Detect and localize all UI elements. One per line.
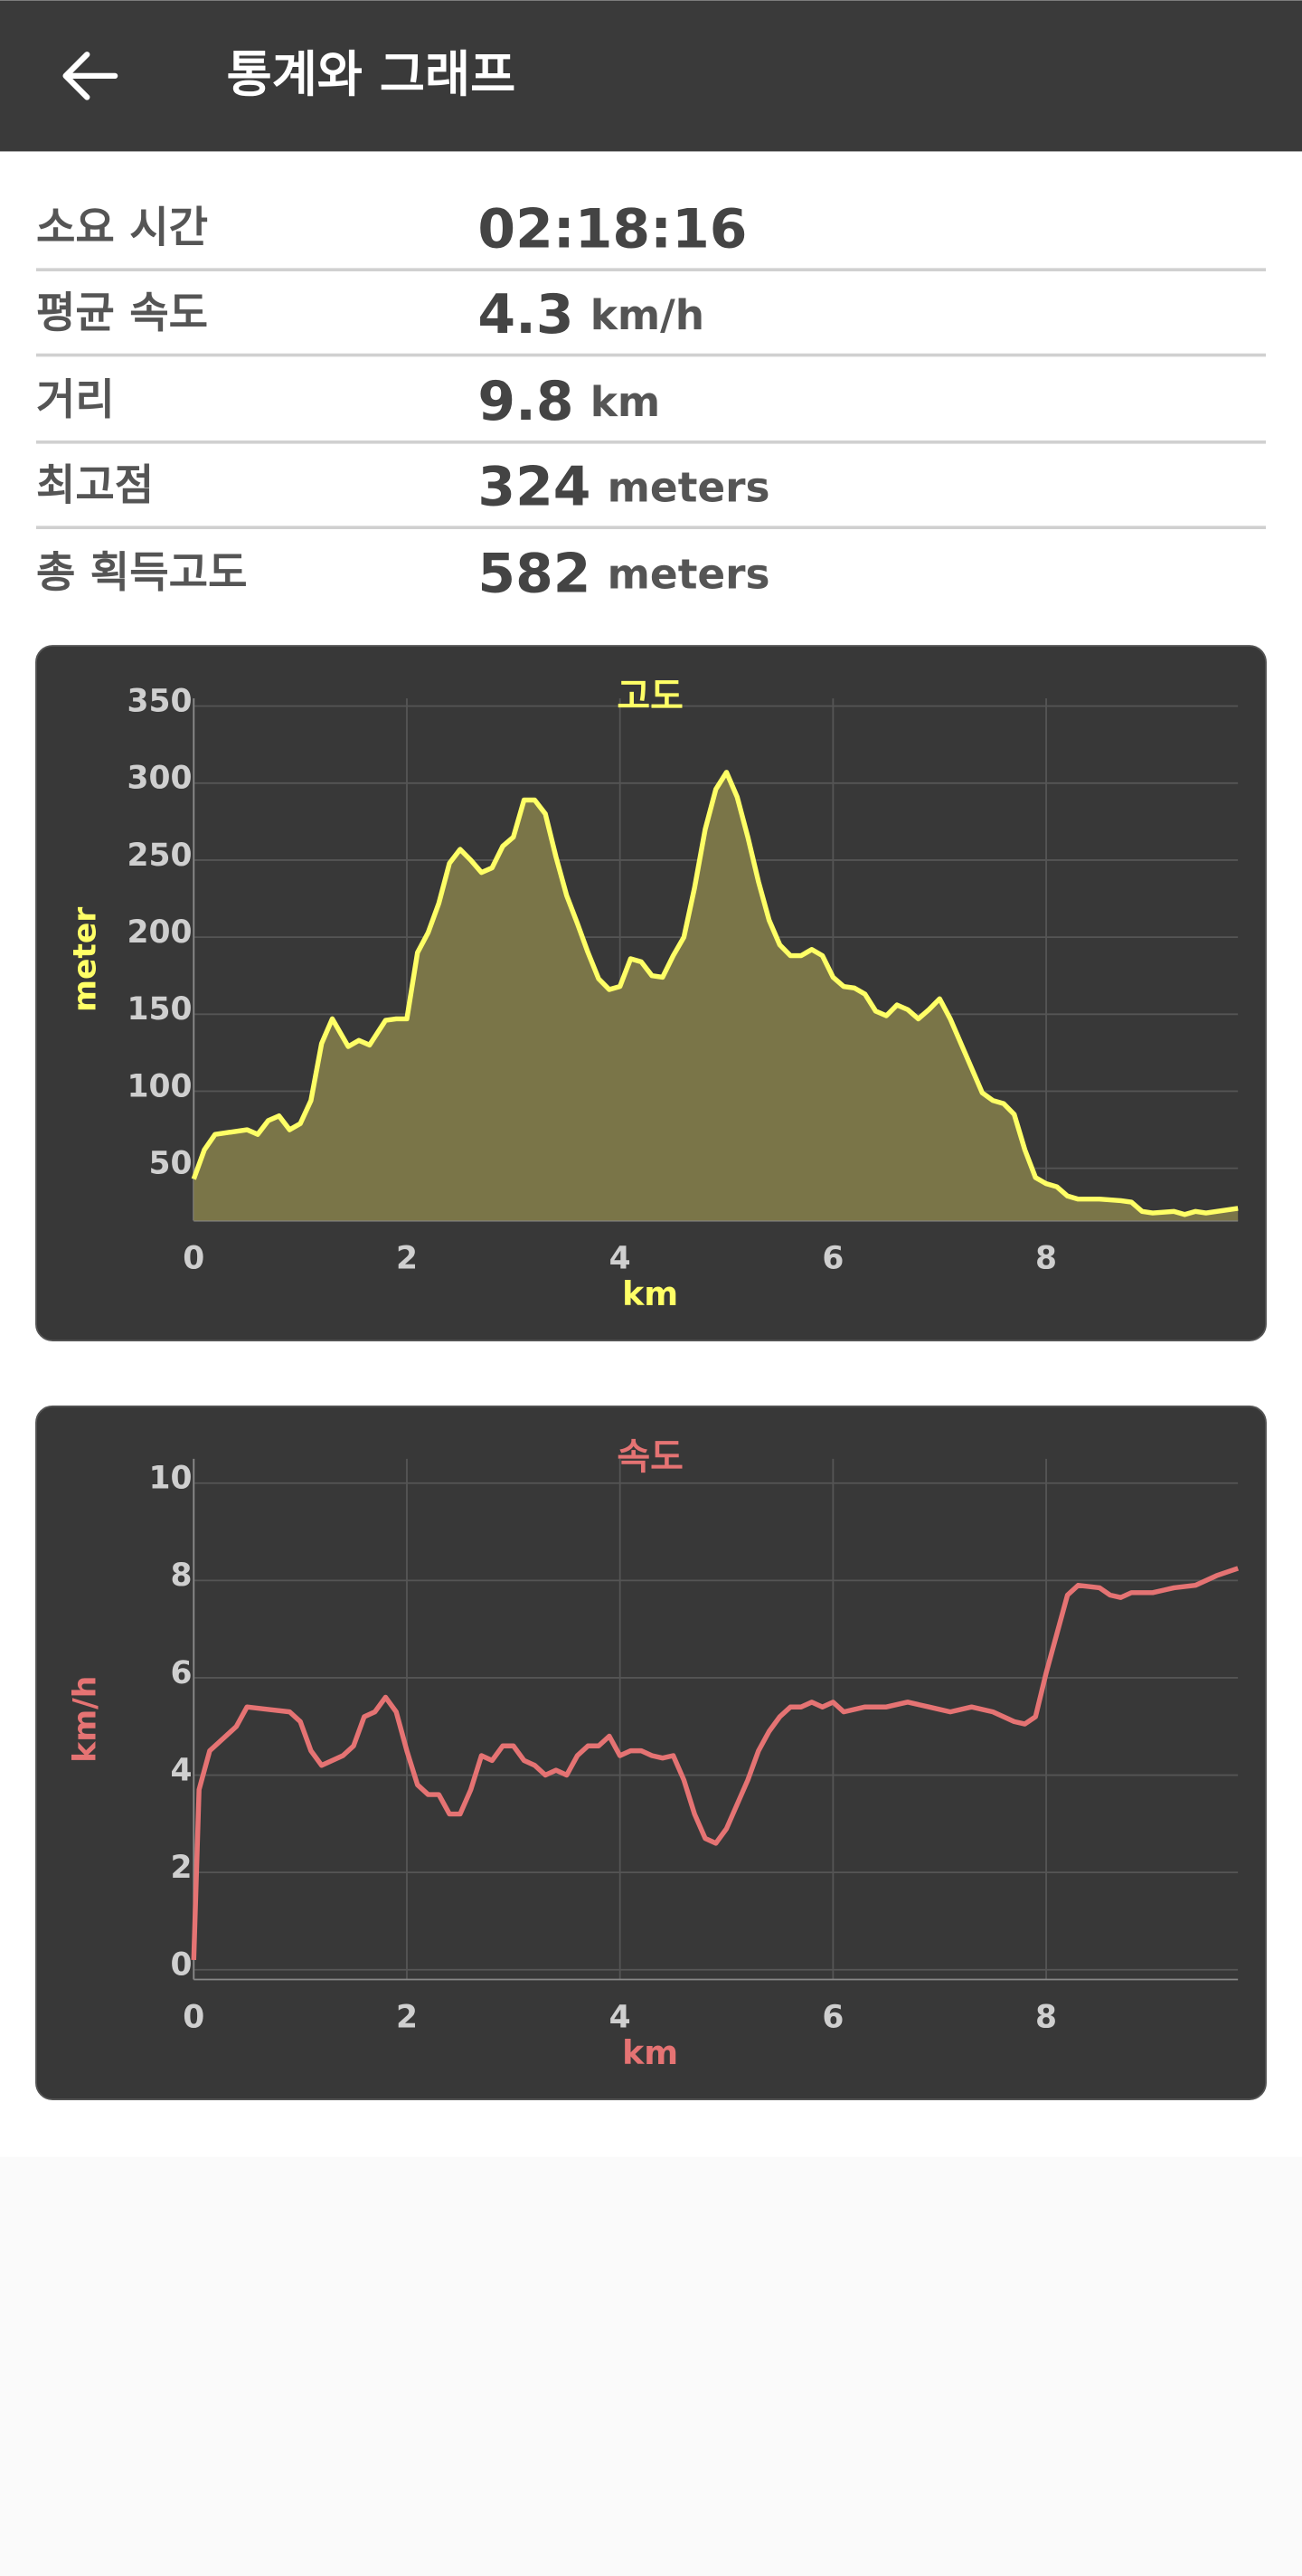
stat-label: 소요 시간 xyxy=(36,204,208,253)
x-tick-label: 8 xyxy=(1035,1241,1057,1277)
stat-value: 02:18:16 xyxy=(477,197,747,260)
y-tick-label: 300 xyxy=(127,761,192,797)
area-line xyxy=(191,770,1239,1217)
y-tick-label: 8 xyxy=(170,1558,192,1594)
x-tick-label: 4 xyxy=(609,2000,631,2036)
y-tick-label: 50 xyxy=(148,1146,192,1182)
back-button[interactable] xyxy=(62,52,118,100)
stat-value: 582 meters xyxy=(477,542,769,605)
y-tick-label: 6 xyxy=(170,1655,192,1691)
stat-unit: km xyxy=(590,378,660,426)
x-tick-label: 6 xyxy=(822,2000,844,2036)
stat-number: 4.3 xyxy=(477,282,573,346)
x-tick-label: 2 xyxy=(396,1241,418,1277)
stat-number: 02:18:16 xyxy=(477,197,747,260)
stat-value: 9.8 km xyxy=(477,370,660,433)
chart-title: 속도 xyxy=(617,1436,684,1478)
line xyxy=(191,1566,1240,1961)
x-tick-label: 8 xyxy=(1035,2000,1057,2036)
stat-value: 4.3 km/h xyxy=(477,282,704,346)
y-axis-label: km/h xyxy=(68,1676,104,1763)
y-tick-label: 150 xyxy=(127,991,192,1028)
y-axis-label: meter xyxy=(68,907,104,1012)
stat-label: 거리 xyxy=(36,375,115,425)
y-tick-label: 4 xyxy=(170,1752,192,1788)
y-tick-label: 2 xyxy=(170,1850,192,1886)
x-tick-label: 0 xyxy=(183,1241,204,1277)
stat-unit: km/h xyxy=(590,290,704,338)
y-tick-label: 250 xyxy=(127,838,192,874)
stat-number: 9.8 xyxy=(477,370,573,433)
stat-label: 총 획득고도 xyxy=(36,548,248,598)
x-tick-label: 0 xyxy=(183,2000,204,2036)
y-tick-label: 100 xyxy=(127,1068,192,1104)
x-tick-label: 4 xyxy=(609,1241,631,1277)
x-tick-label: 6 xyxy=(822,1241,844,1277)
stat-value: 324 meters xyxy=(477,455,769,518)
stat-unit: meters xyxy=(608,550,770,598)
app-bar xyxy=(0,0,1302,152)
y-tick-label: 10 xyxy=(148,1461,192,1497)
y-tick-label: 0 xyxy=(170,1947,192,1984)
stat-label: 평균 속도 xyxy=(36,289,208,338)
stat-number: 324 xyxy=(477,455,590,518)
stat-unit: meters xyxy=(608,463,770,511)
area-fill xyxy=(193,772,1239,1221)
x-tick-label: 2 xyxy=(396,2000,418,2036)
stat-number: 582 xyxy=(477,542,590,605)
stat-label: 최고점 xyxy=(36,461,154,511)
back-arrow[interactable] xyxy=(62,52,118,100)
chart-title: 고도 xyxy=(617,676,684,717)
y-tick-label: 200 xyxy=(127,914,192,951)
x-axis-label: km xyxy=(622,2033,678,2072)
y-tick-label: 350 xyxy=(127,683,192,719)
page-title: 통계와 그래프 xyxy=(227,45,516,103)
x-axis-label: km xyxy=(622,1274,678,1313)
